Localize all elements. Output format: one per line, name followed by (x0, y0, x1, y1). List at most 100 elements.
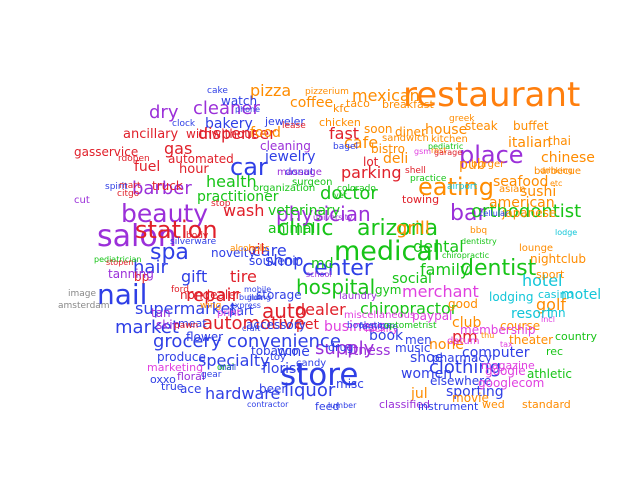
word-social: social (392, 271, 432, 287)
word-salon: salon (97, 219, 177, 254)
word-dentistry: dentistry (461, 237, 497, 246)
word-japanese: japanese (502, 206, 557, 220)
word-school: school (306, 270, 332, 279)
word-golf: golf (536, 295, 567, 314)
word-sporting: sporting (446, 384, 504, 400)
word-silverware: silverware (170, 237, 217, 247)
word-airport: airport (447, 182, 478, 192)
word-steak: steak (465, 119, 498, 133)
word-hair: hair (133, 257, 168, 278)
word-bistro: bistro (371, 142, 405, 156)
word-alcoholic: alcoholic (230, 244, 270, 254)
word-thu: thu (481, 331, 495, 340)
word-candy: candy (296, 358, 327, 369)
word-shop: shop (265, 251, 304, 270)
word-rdopen: rdopen (118, 154, 150, 164)
word-clothing: clothing (429, 357, 502, 378)
word-auto: auto (262, 299, 308, 323)
word-course: course (500, 319, 541, 333)
word-merchant: merchant (402, 282, 479, 301)
word-restaurant: restaurant (403, 75, 581, 115)
word-club: club (452, 315, 482, 331)
word-storage: storage (256, 288, 302, 302)
word-cut: cut (74, 195, 90, 206)
word-bar: bar (450, 201, 487, 226)
word-athletic: athletic (527, 367, 573, 381)
word-family: family (420, 260, 470, 279)
word-rec: rec (546, 345, 564, 358)
word-ace: ace (180, 382, 202, 396)
word-gun: gun (247, 293, 263, 302)
word-inn: inn (547, 306, 566, 320)
word-breakfast: breakfast (382, 98, 434, 111)
word-citgo: citgo (117, 189, 140, 199)
word-buffet: buffet (513, 119, 549, 133)
word-spirit: spirit (105, 182, 128, 192)
word-station: station (135, 216, 218, 244)
word-paypal: paypal (412, 309, 453, 323)
word-stopen: stopen (106, 258, 134, 267)
word-stop: stop (211, 199, 231, 209)
word-book: book (369, 328, 404, 344)
word-pm: pm (452, 327, 478, 346)
word-dentist: dentist (460, 256, 537, 281)
word-lodging: lodging (489, 290, 534, 304)
word-furniture: furniture (359, 322, 398, 332)
word-practitioner: practitioner (197, 189, 279, 205)
word-google: google (485, 364, 526, 378)
word-organization: organization (253, 183, 316, 194)
word-doctor: doctor (320, 183, 378, 204)
word-wine: wine (277, 344, 310, 360)
word-hospital: hospital (296, 275, 376, 299)
word-spa: spa (150, 240, 189, 265)
word-pub: pub (459, 157, 486, 173)
word-hotel: hotel (522, 271, 563, 290)
word-pediatrician: pediatrician (94, 255, 142, 264)
word-tan: tan (151, 306, 171, 320)
word-oil: oil (248, 242, 265, 258)
word-rest: rest (431, 146, 447, 155)
word-incl: incl (541, 315, 555, 324)
word-pharmacy: pharmacy (432, 351, 493, 365)
word-truck: truck (152, 179, 183, 193)
word-sushi: sushi (520, 184, 557, 200)
word-watch: watch (221, 94, 258, 108)
word-ancillary: ancillary (123, 127, 179, 142)
word-beer: beer (259, 382, 287, 396)
word-computer: computer (462, 345, 530, 361)
word-center: center (302, 256, 373, 281)
word-shell: shell (405, 166, 426, 176)
word-withwithout: withwithout (186, 127, 257, 141)
word-hardware: hardware (205, 384, 281, 403)
word-print: print (217, 308, 241, 319)
word-italian: italian (508, 135, 552, 151)
word-fitness: fitness (344, 343, 391, 359)
word-pawn: pawn (174, 321, 199, 331)
word-care: care (252, 241, 287, 260)
word-oxxo: oxxo (150, 373, 176, 386)
word-classified: classified (379, 398, 431, 411)
word-pizza: pizza (250, 81, 292, 100)
word-drug: drug (328, 341, 354, 354)
word-pizzerium: pizzerium (305, 87, 349, 97)
word-business: business (324, 319, 386, 335)
word-wed: wed (482, 398, 505, 411)
word-phone: phone (235, 105, 261, 114)
word-garage: garage (434, 148, 463, 157)
word-health: health (206, 172, 257, 191)
word-men: men (405, 333, 432, 347)
word-veterinary: veterinary (268, 203, 341, 219)
word-gasservice: gasservice (74, 145, 139, 159)
word-clock: clock (172, 119, 196, 129)
word-automated: automated (168, 152, 234, 166)
word-accessory: accessory (246, 318, 306, 332)
word-barbecue: barbecue (534, 166, 582, 177)
word-university: university (313, 213, 353, 222)
word-arizona: arizona (357, 216, 439, 241)
word-bbq: bbq (470, 226, 488, 236)
word-lumber: lumber (328, 401, 357, 410)
word-cafe: cafe (344, 133, 379, 152)
word-clinic: clinic (277, 216, 334, 241)
word-florist: florist (262, 361, 302, 377)
word-nondealer: nondealer (180, 288, 241, 302)
